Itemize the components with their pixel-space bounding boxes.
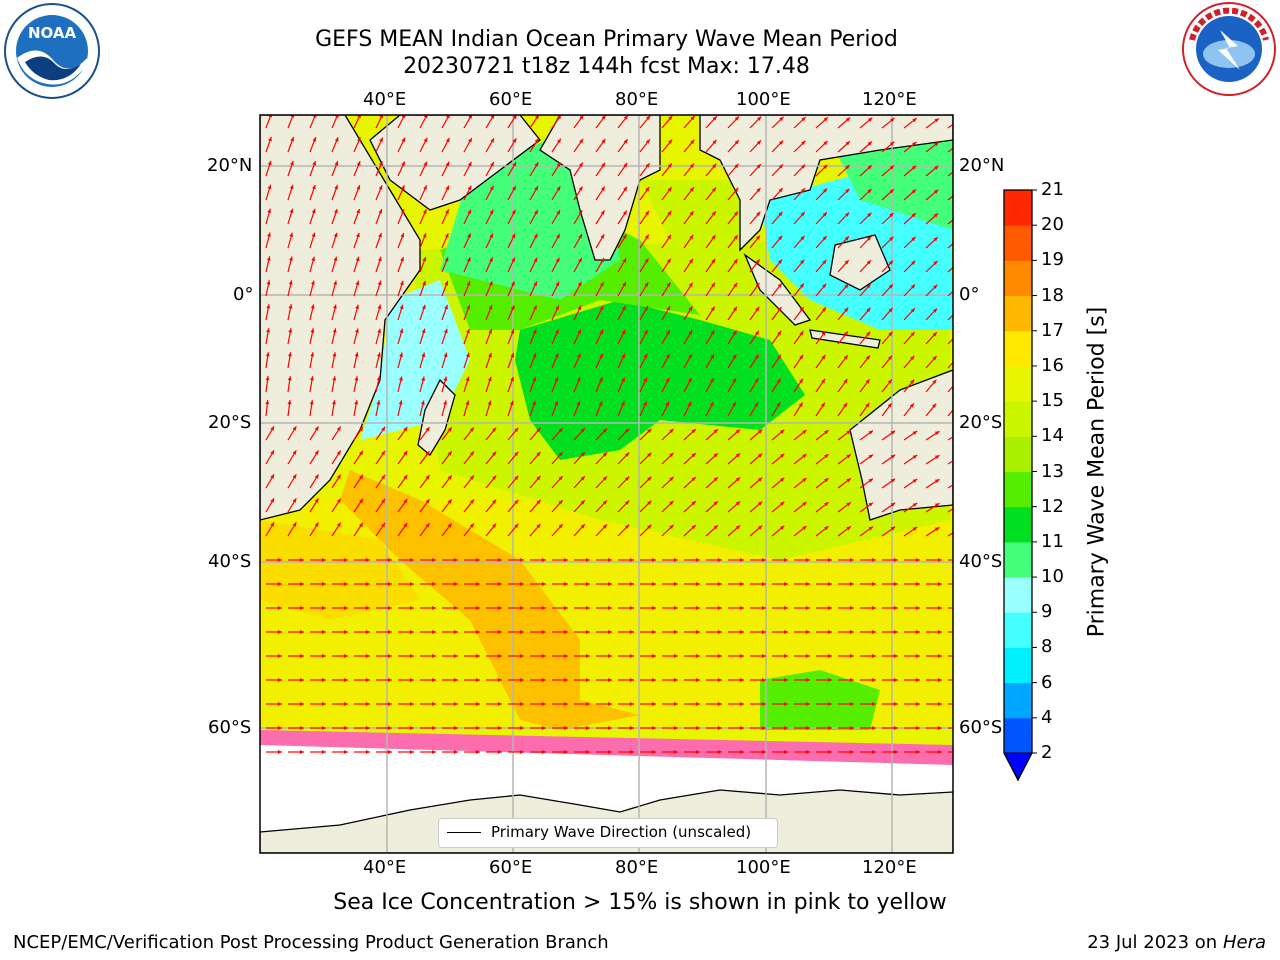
colorbar-extend-arrow bbox=[1003, 752, 1033, 782]
colorbar-segment bbox=[1004, 330, 1032, 367]
lon-tick-bottom: 60°E bbox=[489, 857, 533, 878]
legend-line-swatch bbox=[447, 832, 481, 833]
sea-ice-note: Sea Ice Concentration > 15% is shown in … bbox=[333, 890, 947, 915]
colorbar-segment bbox=[1004, 647, 1032, 684]
lat-tick-right: 20°S bbox=[959, 412, 1003, 433]
colorbar-segment bbox=[1004, 225, 1032, 261]
map-frame bbox=[259, 114, 954, 854]
colorbar-segment bbox=[1004, 365, 1032, 402]
lat-tick-right: 60°S bbox=[959, 717, 1003, 738]
colorbar-tick-label: 8 bbox=[1041, 636, 1053, 658]
colorbar-segment bbox=[1004, 682, 1032, 719]
lat-tick-left: 20°N bbox=[207, 155, 253, 176]
colorbar-tick-label: 21 bbox=[1041, 179, 1064, 200]
lon-tick-bottom: 40°E bbox=[363, 857, 407, 878]
lon-tick-bottom: 100°E bbox=[736, 857, 791, 878]
legend-label: Primary Wave Direction (unscaled) bbox=[491, 823, 752, 841]
colorbar-tick-label: 20 bbox=[1041, 214, 1064, 236]
svg-text:NOAA: NOAA bbox=[28, 24, 77, 42]
colorbar-tick-label: 18 bbox=[1041, 284, 1064, 306]
colorbar-segment bbox=[1004, 471, 1032, 508]
land-se-asia bbox=[699, 115, 953, 252]
chart-subtitle: 20230721 t18z 144h fcst Max: 17.48 bbox=[403, 54, 810, 79]
lat-tick-right: 20°N bbox=[959, 155, 1005, 176]
colorbar-segment bbox=[1004, 577, 1032, 613]
colorbar-tick-label: 19 bbox=[1041, 249, 1064, 271]
colorbar-tick-label: 2 bbox=[1041, 742, 1053, 763]
lon-tick-top: 60°E bbox=[489, 89, 533, 110]
colorbar-segment bbox=[1004, 717, 1032, 754]
colorbar-tick-label: 14 bbox=[1041, 425, 1064, 447]
lat-tick-left: 40°S bbox=[208, 551, 252, 572]
sea-ice-edge bbox=[260, 730, 953, 768]
colorbar-tick-label: 4 bbox=[1041, 706, 1053, 728]
lat-tick-left: 0° bbox=[233, 284, 254, 305]
green-region bbox=[515, 300, 805, 460]
colorbar-segment bbox=[1004, 506, 1032, 543]
credit-text: NCEP/EMC/Verification Post Processing Pr… bbox=[13, 932, 609, 953]
nws-logo bbox=[1180, 0, 1278, 102]
colorbar-tick-label: 6 bbox=[1041, 671, 1053, 693]
colorbar-segment bbox=[1004, 436, 1032, 472]
lat-tick-right: 0° bbox=[959, 284, 980, 305]
lon-tick-top: 40°E bbox=[363, 89, 407, 110]
colorbar-tick-label: 12 bbox=[1041, 495, 1064, 517]
lon-tick-top: 120°E bbox=[862, 89, 917, 110]
colorbar-tick-label: 10 bbox=[1041, 566, 1064, 588]
colorbar-segment bbox=[1004, 612, 1032, 648]
colorbar-segment bbox=[1004, 541, 1032, 578]
colorbar-tick-label: 16 bbox=[1041, 354, 1064, 376]
lon-tick-bottom: 120°E bbox=[862, 857, 917, 878]
lon-tick-bottom: 80°E bbox=[615, 857, 659, 878]
wave-direction-arrows bbox=[265, 115, 953, 754]
colorbar-segment bbox=[1004, 295, 1032, 332]
lat-tick-right: 40°S bbox=[959, 551, 1003, 572]
date-text: 23 Jul 2023 on bbox=[1087, 932, 1223, 953]
map-legend: Primary Wave Direction (unscaled) bbox=[438, 818, 778, 848]
lon-tick-top: 100°E bbox=[736, 89, 791, 110]
land-africa bbox=[260, 115, 421, 521]
colorbar-segment bbox=[1004, 190, 1032, 226]
colorbar-title: Primary Wave Mean Period [s] bbox=[1084, 306, 1110, 638]
lat-tick-left: 20°S bbox=[208, 412, 252, 433]
colorbar-tick-label: 17 bbox=[1041, 319, 1064, 341]
colorbar-tick-label: 9 bbox=[1041, 601, 1053, 623]
colorbar-segment bbox=[1004, 401, 1032, 437]
land-arabia bbox=[369, 115, 541, 211]
land-madagascar bbox=[417, 378, 456, 456]
date-stamp: 23 Jul 2023 on Hera bbox=[1087, 932, 1266, 953]
colorbar bbox=[1003, 189, 1037, 782]
colorbar-tick-label: 11 bbox=[1041, 530, 1064, 552]
colorbar-segment bbox=[1004, 260, 1032, 297]
lat-tick-left: 60°S bbox=[208, 717, 252, 738]
chart-title: GEFS MEAN Indian Ocean Primary Wave Mean… bbox=[315, 27, 898, 52]
host-name: Hera bbox=[1222, 932, 1266, 953]
lon-tick-top: 80°E bbox=[615, 89, 659, 110]
colorbar-tick-label: 13 bbox=[1041, 460, 1064, 482]
graticule bbox=[260, 115, 953, 853]
colorbar-tick-label: 15 bbox=[1041, 390, 1064, 412]
noaa-logo: NOAA bbox=[3, 2, 101, 104]
